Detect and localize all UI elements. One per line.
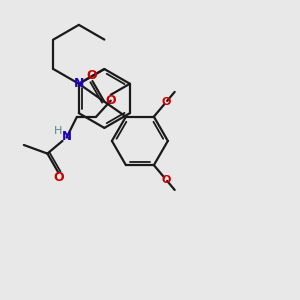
Text: O: O [86,69,97,82]
Text: N: N [61,130,72,143]
Text: O: O [53,172,64,184]
Text: O: O [105,94,116,106]
Text: N: N [74,77,84,90]
Text: O: O [162,175,171,185]
Text: H: H [54,126,62,136]
Text: O: O [162,97,171,106]
